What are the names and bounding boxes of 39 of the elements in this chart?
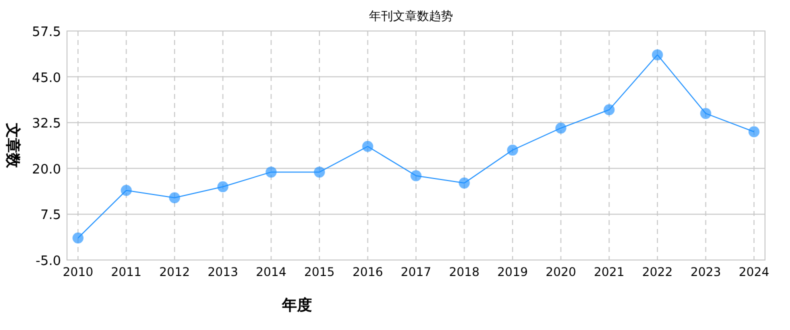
point bbox=[266, 166, 277, 178]
y-tick-label: 57.5 bbox=[32, 25, 61, 40]
x-tick-label: 2015 bbox=[304, 265, 335, 279]
x-tick-label: 2020 bbox=[546, 265, 576, 279]
y-tick-label: 32.5 bbox=[32, 116, 61, 132]
point bbox=[604, 104, 615, 116]
x-tick-label: 2010 bbox=[62, 265, 94, 279]
y-tick-label: 20.0 bbox=[32, 162, 61, 178]
point bbox=[652, 49, 663, 60]
y-tick-label: 7.5 bbox=[40, 208, 61, 224]
y-tick-label: -5.0 bbox=[36, 254, 61, 269]
x-tick-label: 2011 bbox=[111, 265, 142, 279]
x-tick-label: 2016 bbox=[352, 265, 383, 279]
x-tick-label: 2022 bbox=[642, 265, 673, 279]
x-tick-label: 2017 bbox=[400, 265, 432, 279]
point bbox=[507, 144, 518, 156]
point bbox=[748, 126, 760, 138]
x-tick-label: 2014 bbox=[256, 265, 286, 279]
point bbox=[314, 166, 325, 178]
point bbox=[120, 184, 132, 196]
x-tick-label: 2021 bbox=[594, 265, 624, 279]
y-tick-label: 45.0 bbox=[32, 70, 61, 86]
x-tick-label: 2024 bbox=[738, 265, 770, 279]
x-axis-title: 年度 bbox=[281, 296, 312, 314]
point bbox=[410, 170, 422, 182]
x-tick-label: 2013 bbox=[208, 265, 238, 279]
point bbox=[362, 140, 374, 152]
point bbox=[217, 181, 228, 192]
point bbox=[72, 232, 84, 244]
point bbox=[555, 122, 566, 134]
x-tick-label: 2019 bbox=[497, 265, 528, 279]
x-tick-label: 2023 bbox=[690, 265, 721, 279]
point bbox=[700, 108, 712, 119]
x-tick-label: 2012 bbox=[159, 265, 190, 279]
point bbox=[169, 192, 180, 204]
x-tick-label: 2018 bbox=[449, 265, 480, 279]
chart-title: 年刊文章数趋势 bbox=[369, 9, 453, 23]
y-axis-title: 文章数 bbox=[4, 122, 22, 169]
point bbox=[458, 178, 470, 189]
